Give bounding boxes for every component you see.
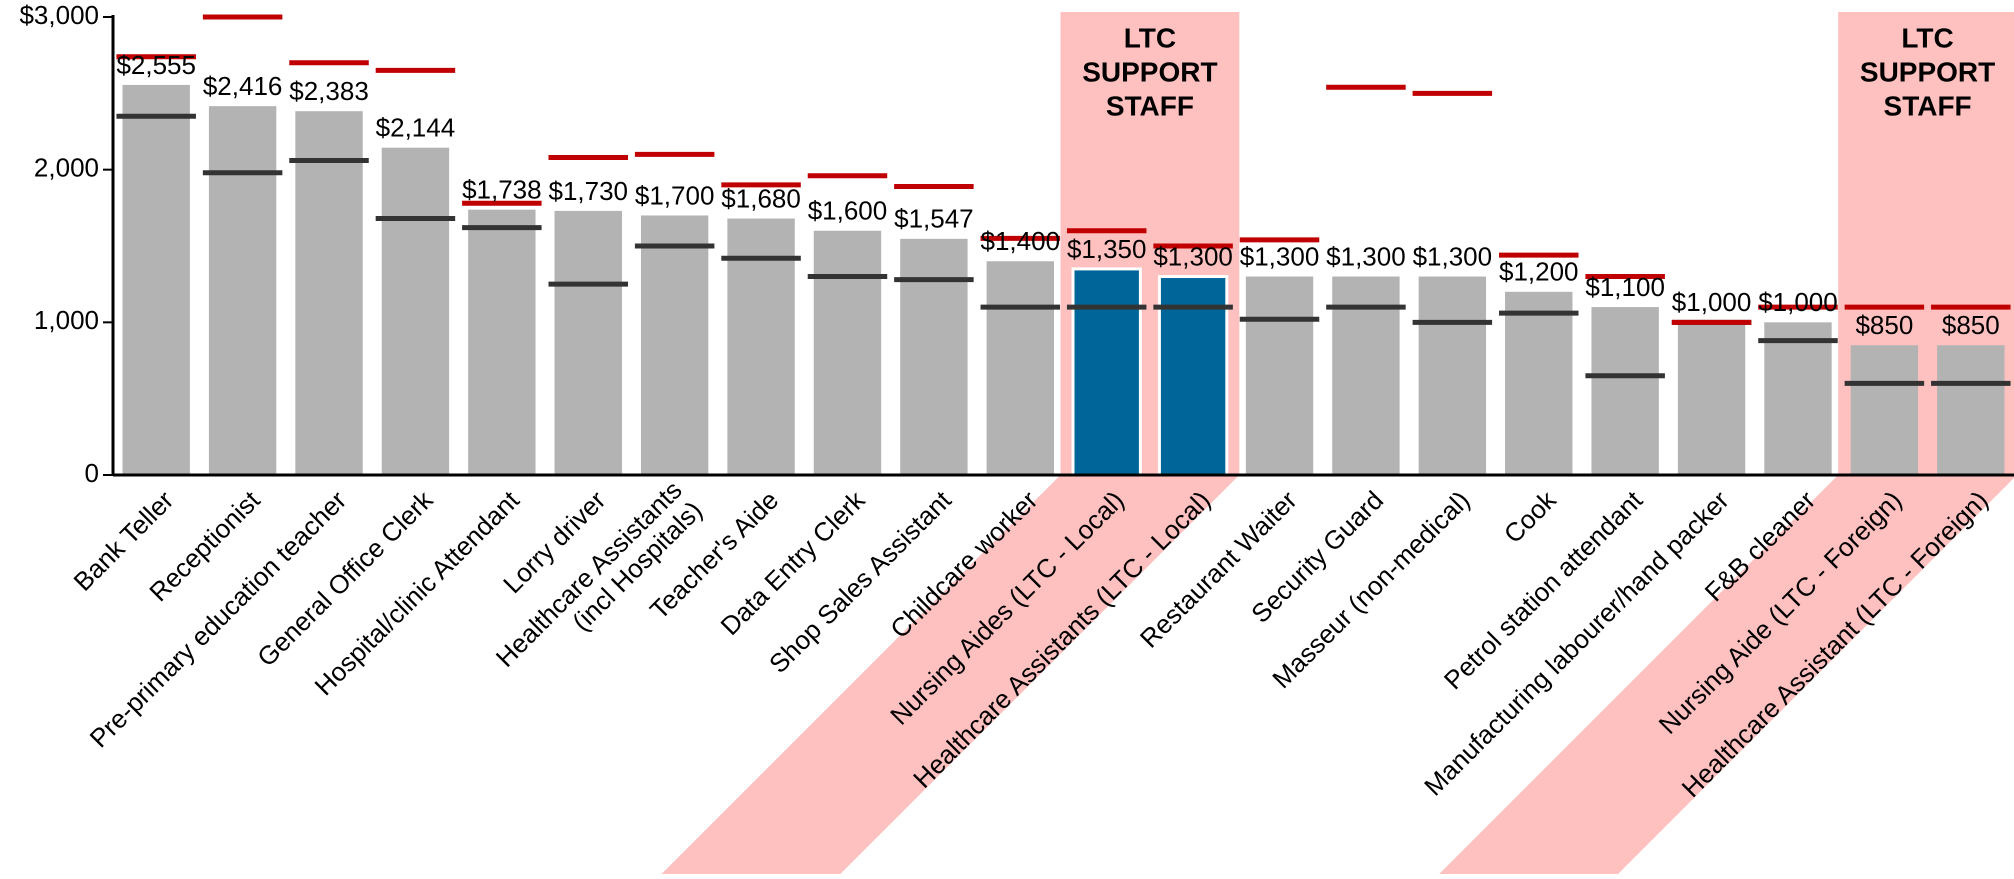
bar bbox=[1937, 345, 2005, 475]
value-label: $1,700 bbox=[635, 180, 715, 210]
value-label: $1,350 bbox=[1067, 234, 1147, 264]
bar bbox=[1245, 276, 1314, 475]
bar bbox=[1764, 322, 1832, 475]
bar bbox=[900, 238, 968, 475]
value-label: $850 bbox=[1942, 310, 2000, 340]
value-label: $1,400 bbox=[981, 226, 1061, 256]
value-label: $1,730 bbox=[548, 176, 628, 206]
annotation-text: SUPPORT bbox=[1082, 56, 1217, 87]
bar bbox=[1071, 267, 1142, 477]
value-label: $850 bbox=[1855, 310, 1913, 340]
y-tick-label: $3,000 bbox=[19, 0, 99, 30]
value-label: $2,383 bbox=[289, 76, 369, 106]
bar bbox=[1591, 307, 1659, 475]
bar bbox=[381, 147, 450, 475]
value-label: $1,200 bbox=[1499, 257, 1579, 287]
bar bbox=[208, 106, 277, 475]
annotation-text: LTC bbox=[1901, 22, 1953, 53]
value-label: $1,300 bbox=[1240, 241, 1320, 271]
value-label: $1,738 bbox=[462, 175, 542, 205]
x-tick-label: Cook bbox=[1498, 484, 1563, 549]
x-tick-label: Data Entry Clerk bbox=[714, 484, 871, 641]
bar bbox=[727, 218, 795, 475]
value-label: $1,300 bbox=[1413, 241, 1493, 271]
value-label: $1,680 bbox=[721, 183, 801, 213]
value-label: $1,300 bbox=[1326, 241, 1406, 271]
highlight-band-slant bbox=[661, 475, 1240, 874]
value-label: $1,100 bbox=[1585, 272, 1665, 302]
annotation-text: LTC bbox=[1124, 22, 1176, 53]
value-label: $1,000 bbox=[1672, 287, 1752, 317]
value-label: $2,144 bbox=[376, 113, 456, 143]
value-label: $1,000 bbox=[1758, 287, 1838, 317]
value-label: $2,416 bbox=[203, 71, 283, 101]
value-label: $2,555 bbox=[116, 50, 196, 80]
bar bbox=[468, 209, 536, 475]
value-label: $1,547 bbox=[894, 204, 974, 234]
bar bbox=[1332, 276, 1400, 475]
bar bbox=[554, 210, 622, 476]
bar bbox=[122, 84, 190, 475]
bar bbox=[1677, 322, 1746, 475]
bar bbox=[1505, 291, 1573, 475]
bar bbox=[986, 261, 1054, 475]
bar bbox=[1850, 345, 1919, 475]
bar bbox=[1418, 276, 1487, 475]
value-label: $1,300 bbox=[1153, 241, 1233, 271]
bar bbox=[813, 230, 882, 475]
bar bbox=[295, 111, 363, 475]
bar bbox=[640, 215, 709, 475]
y-tick-label: 1,000 bbox=[34, 305, 99, 335]
highlight-band-slant bbox=[1439, 475, 2014, 874]
value-label: $1,600 bbox=[808, 196, 888, 226]
annotation-text: SUPPORT bbox=[1860, 56, 1995, 87]
annotation-text: STAFF bbox=[1884, 90, 1972, 121]
annotation-text: STAFF bbox=[1106, 90, 1194, 121]
y-tick-label: 0 bbox=[85, 458, 99, 488]
y-tick-label: 2,000 bbox=[34, 153, 99, 183]
